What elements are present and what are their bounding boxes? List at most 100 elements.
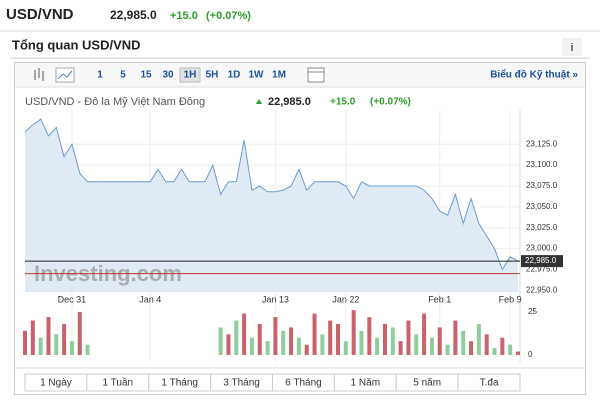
volume-bar [445,344,450,355]
volume-bar [469,341,474,355]
volume-bar [85,344,90,355]
range-label[interactable]: 1 Năm [351,378,380,389]
technical-link[interactable]: Biểu đồ Kỹ thuật » [490,69,578,81]
volume-bar [453,320,458,355]
volume-bar [398,341,403,355]
volume-bar [69,341,74,355]
volume-bar [54,334,59,355]
y-tick-label: 25 [528,307,537,316]
volume-bar [367,317,372,355]
volume-bar [234,320,239,355]
range-button[interactable] [457,373,521,392]
y-tick-label: 23,050.0 [526,202,558,211]
volume-bar [218,327,223,355]
last-value-label: 22,985.0 [525,256,557,265]
x-tick-label: Feb 9 [499,294,522,304]
info-icon[interactable]: i [570,42,573,54]
area [25,119,518,292]
info-button[interactable] [562,38,582,56]
volume-bar [77,311,82,355]
volume-bar [289,327,294,355]
volume-bar [500,337,505,355]
volume-bar [492,348,497,355]
x-tick-label: Jan 13 [262,294,289,304]
interval-button[interactable]: 15 [140,70,152,81]
line [24,118,519,271]
volume-bar [312,313,317,355]
up-arrow [256,99,262,104]
volume-bar [62,323,67,355]
volume-bar [242,313,247,355]
volume-bar [414,334,419,355]
range-label[interactable]: 1 Tuần [103,377,134,389]
volume-bar [257,323,262,355]
line-icon[interactable] [57,70,73,80]
y-tick-label: 22,950.0 [526,285,558,294]
chart-change: +15.0 [330,97,356,108]
range-label[interactable]: 6 Tháng [285,378,322,389]
volume-bar [390,327,395,355]
volume-bar [336,323,341,355]
x-tick-label: Dec 31 [58,294,87,304]
y-tick-label: 23,100.0 [526,160,558,169]
interval-button[interactable]: 1 [97,70,103,81]
calendar-button[interactable] [307,67,325,83]
interval-button[interactable]: 1D [228,70,241,81]
volume-bar [249,337,254,355]
volume-bar [382,323,387,355]
interval-button[interactable]: 5H [206,70,219,81]
volume-bar [359,330,364,355]
volume-bar [375,337,380,355]
volume-bar [23,330,27,355]
x-tick-label: Feb 1 [428,294,451,304]
volume-bar [226,334,231,355]
volume-bar [429,337,434,355]
y-tick-label: 23,075.0 [526,181,558,190]
volume-bar [30,320,35,355]
volume-bar [46,317,51,355]
x-tick-label: Jan 4 [139,294,161,304]
y-tick-label: 0 [528,350,533,359]
symbol: USD/VND [6,6,74,23]
range-label[interactable]: 1 Tháng [161,378,198,389]
section-title: Tổng quan USD/VND [12,37,141,52]
chart-price: 22,985.0 [268,96,311,108]
interval-button[interactable]: 1H [184,70,197,81]
candle-icon[interactable] [34,68,44,81]
y-tick-label: 23,000.0 [526,244,558,253]
volume-bar [38,337,43,355]
volume-bar [343,341,348,355]
volume-bar [296,337,301,355]
interval-selected[interactable] [179,67,201,83]
y-tick-label: 23,025.0 [526,223,558,232]
volume-bar [281,330,286,355]
volume-bar [516,351,520,355]
interval-button[interactable]: 1W [249,70,265,81]
x-tick-label: Jan 22 [332,294,359,304]
toolbar [15,63,585,87]
change-pct: (+0.07%) [206,10,251,22]
chart-name: USD/VND - Đô la Mỹ Việt Nam Đông [25,96,205,108]
volume-bar [437,327,442,355]
volume-bar [265,341,270,355]
volume-bar [422,313,427,355]
volume-bar [406,320,411,355]
volume-bar [476,323,481,355]
volume-bar [328,320,333,355]
last-value-box [521,255,563,268]
interval-button[interactable]: 1M [272,70,286,81]
change: +15.0 [170,10,198,22]
price: 22,985.0 [110,8,157,22]
volume-bar [484,334,489,355]
range-label[interactable]: 1 Ngày [40,378,72,389]
range-label[interactable]: 5 năm [413,378,441,389]
y-tick-label: 22,975.0 [526,265,558,274]
interval-button[interactable]: 30 [162,70,174,81]
range-label[interactable]: T.đa [480,378,499,389]
volume-bar [304,344,309,355]
range-label[interactable]: 3 Tháng [223,378,260,389]
interval-button[interactable]: 5 [120,70,126,81]
y-tick-label: 23,125.0 [526,139,558,148]
volume-bar [320,334,325,355]
